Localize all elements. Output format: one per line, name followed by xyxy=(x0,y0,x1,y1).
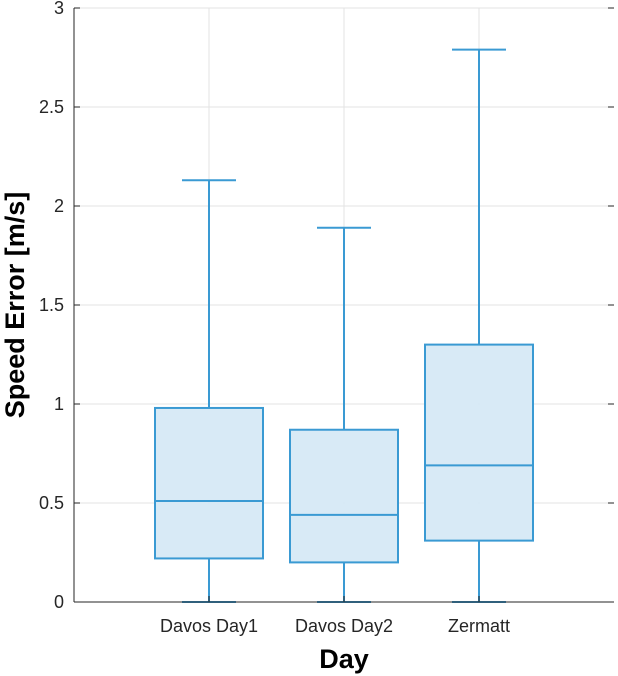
box-group xyxy=(289,226,399,603)
iqr-box xyxy=(424,343,534,542)
y-tick-label: 3 xyxy=(54,0,64,18)
y-tick-label: 1.5 xyxy=(39,295,64,315)
iqr-box xyxy=(289,428,399,564)
y-tick-label: 1 xyxy=(54,394,64,414)
x-axis-title: Day xyxy=(319,644,369,674)
y-tick-label: 2 xyxy=(54,196,64,216)
iqr-box xyxy=(154,406,264,560)
y-axis-title: Speed Error [m/s] xyxy=(0,192,30,419)
x-tick-label: Davos Day1 xyxy=(160,616,258,636)
x-tick-label: Zermatt xyxy=(448,616,510,636)
box-group xyxy=(154,179,264,603)
y-tick-labels: 0 0.5 1 1.5 2 2.5 3 xyxy=(39,0,614,612)
x-tick-label: Davos Day2 xyxy=(295,616,393,636)
y-tick-label: 0.5 xyxy=(39,493,64,513)
x-tick-labels: Davos Day1 Davos Day2 Zermatt xyxy=(160,596,510,636)
y-tick-label: 0 xyxy=(54,592,64,612)
y-tick-label: 2.5 xyxy=(39,97,64,117)
box-group xyxy=(424,48,534,603)
